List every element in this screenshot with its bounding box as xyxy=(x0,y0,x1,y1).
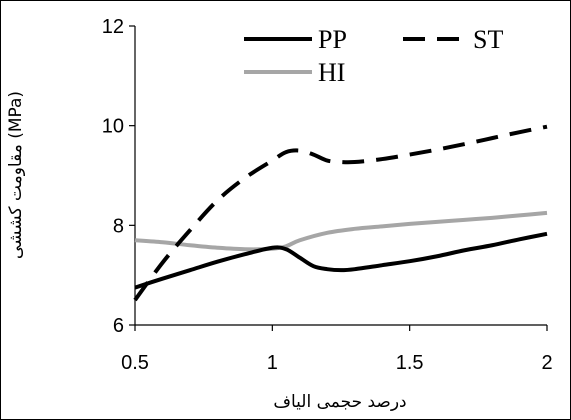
legend: PP ST HI xyxy=(244,25,503,87)
y-tick-label: 10 xyxy=(102,116,124,138)
legend-label-pp: PP xyxy=(318,25,347,54)
y-tick-label: 12 xyxy=(102,16,124,38)
x-tick-label: 0.5 xyxy=(121,352,149,374)
x-tick-label: 1.5 xyxy=(396,352,424,374)
series-line-st xyxy=(133,124,548,302)
y-tick-label: 8 xyxy=(113,215,124,237)
x-tick-label: 1 xyxy=(267,352,278,374)
series-layer xyxy=(133,124,548,302)
y-axis-title: مقاومت کششی (MPa) xyxy=(6,91,26,259)
axes: 6 8 10 12 0.5 1 1.5 2 xyxy=(102,16,553,374)
y-tick-label: 6 xyxy=(113,315,124,337)
x-axis-title: درصد حجمی الیاف xyxy=(273,392,406,412)
legend-label-st: ST xyxy=(473,25,503,54)
series-line-hi xyxy=(134,210,548,252)
legend-label-hi: HI xyxy=(318,58,345,87)
series-line-pp xyxy=(134,231,548,290)
x-tick-label: 2 xyxy=(541,352,552,374)
